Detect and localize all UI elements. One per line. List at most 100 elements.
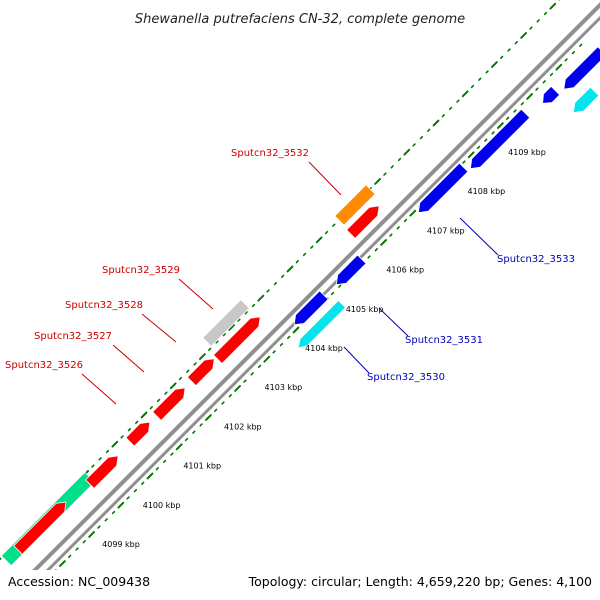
outer-tick bbox=[135, 420, 139, 424]
outer-tick bbox=[178, 376, 183, 381]
outer-tick bbox=[164, 391, 168, 395]
inner-tick bbox=[497, 122, 504, 129]
inner-tick bbox=[184, 437, 189, 442]
inner-tick bbox=[380, 239, 387, 246]
inner-tick bbox=[396, 226, 400, 230]
inner-tick bbox=[257, 364, 262, 369]
gene-label: Sputcn32_3530 bbox=[367, 372, 445, 383]
inner-tick bbox=[292, 326, 300, 334]
scale-label: 4107 kbp bbox=[427, 226, 465, 235]
gene-label: Sputcn32_3529 bbox=[102, 265, 180, 276]
reverse-gene-arrow bbox=[417, 162, 469, 214]
inner-tick bbox=[243, 379, 247, 383]
rna-feature bbox=[334, 184, 376, 226]
inner-tick bbox=[59, 560, 66, 567]
outer-tick bbox=[273, 281, 278, 286]
inner-tick bbox=[526, 93, 533, 100]
inner-tick bbox=[155, 467, 159, 471]
outer-tick bbox=[215, 340, 219, 344]
outer-tick bbox=[149, 406, 153, 410]
inner-tick bbox=[97, 525, 101, 529]
forward-gene-arrow bbox=[346, 205, 380, 239]
outer-tick bbox=[543, 11, 548, 16]
label-leader-line bbox=[343, 346, 370, 374]
reverse-gene-arrow bbox=[293, 290, 329, 326]
outer-tick bbox=[478, 77, 482, 81]
inner-tick bbox=[367, 255, 371, 259]
outer-tick bbox=[419, 135, 424, 140]
outer-tick bbox=[332, 223, 336, 227]
outer-tick bbox=[120, 435, 124, 439]
outer-tick bbox=[281, 274, 285, 278]
gene-label: Sputcn32_3527 bbox=[34, 331, 112, 342]
inner-tick bbox=[68, 554, 72, 558]
outer-tick bbox=[315, 236, 323, 244]
forward-gene-arrow bbox=[152, 387, 186, 421]
outer-tick bbox=[127, 427, 132, 432]
inner-tick bbox=[549, 72, 554, 77]
map-title: Shewanella putrefaciens CN-32, complete … bbox=[135, 12, 465, 27]
inner-tick bbox=[374, 248, 378, 252]
scale-label: 4099 kbp bbox=[102, 540, 140, 549]
inner-tick bbox=[535, 87, 539, 91]
cyan-feature bbox=[297, 299, 347, 349]
gene-label: Sputcn32_3532 bbox=[231, 148, 309, 159]
outer-tick bbox=[507, 48, 511, 52]
inner-tick bbox=[205, 414, 212, 421]
label-leader-line bbox=[141, 313, 177, 343]
inner-tick bbox=[250, 372, 254, 376]
outer-tick bbox=[485, 70, 489, 74]
inner-tick bbox=[162, 459, 167, 464]
outer-tick bbox=[302, 252, 307, 257]
reverse-gene-arrow bbox=[469, 108, 531, 170]
inner-tick bbox=[484, 138, 488, 142]
inner-tick bbox=[141, 481, 145, 485]
outer-tick bbox=[441, 114, 445, 118]
label-leader-line bbox=[378, 307, 409, 337]
inner-tick bbox=[133, 488, 138, 493]
gene-label: Sputcn32_3526 bbox=[5, 360, 83, 371]
outer-tick bbox=[432, 119, 440, 127]
scale-label: 4102 kbp bbox=[224, 422, 262, 431]
label-leader-line bbox=[112, 344, 145, 373]
label-leader-line bbox=[459, 217, 499, 256]
inner-tick bbox=[263, 355, 271, 363]
gene-label: Sputcn32_3533 bbox=[497, 254, 575, 265]
inner-tick bbox=[279, 342, 284, 347]
outer-tick bbox=[251, 303, 256, 308]
outer-tick bbox=[427, 128, 431, 132]
outer-tick bbox=[491, 61, 498, 68]
inner-tick bbox=[214, 408, 218, 412]
outer-tick bbox=[324, 230, 329, 235]
outer-tick bbox=[390, 165, 394, 169]
outer-tick bbox=[91, 464, 95, 468]
reverse-gene-arrow bbox=[335, 254, 367, 286]
inner-tick bbox=[579, 43, 583, 47]
accession-text: Accession: NC_009438 bbox=[8, 574, 150, 589]
scale-label: 4106 kbp bbox=[386, 266, 424, 275]
outer-tick bbox=[266, 289, 270, 293]
inner-tick bbox=[75, 547, 79, 551]
outer-tick bbox=[228, 324, 235, 331]
scale-label: 4100 kbp bbox=[143, 501, 181, 510]
gene-labels: Sputcn32_3532 Sputcn32_3529 Sputcn32_3528 S… bbox=[5, 148, 575, 383]
inner-tick bbox=[467, 151, 475, 159]
outer-tick bbox=[193, 362, 197, 366]
forward-gene-arrow bbox=[13, 501, 67, 555]
inner-tick bbox=[199, 423, 203, 427]
inner-tick bbox=[234, 385, 241, 392]
outer-tick bbox=[244, 311, 248, 315]
scale-label: 4105 kbp bbox=[346, 305, 384, 314]
scale-label: 4104 kbp bbox=[305, 344, 343, 353]
inner-tick bbox=[82, 540, 86, 544]
inner-tick bbox=[571, 50, 576, 55]
inner-tick bbox=[555, 63, 563, 71]
label-leader-lines bbox=[81, 161, 499, 405]
inner-tick bbox=[476, 145, 481, 150]
inner-tick bbox=[409, 209, 417, 217]
outer-tick bbox=[310, 245, 314, 249]
outer-tick bbox=[208, 347, 212, 351]
outer-tick bbox=[536, 19, 540, 23]
inner-tick bbox=[88, 531, 95, 538]
